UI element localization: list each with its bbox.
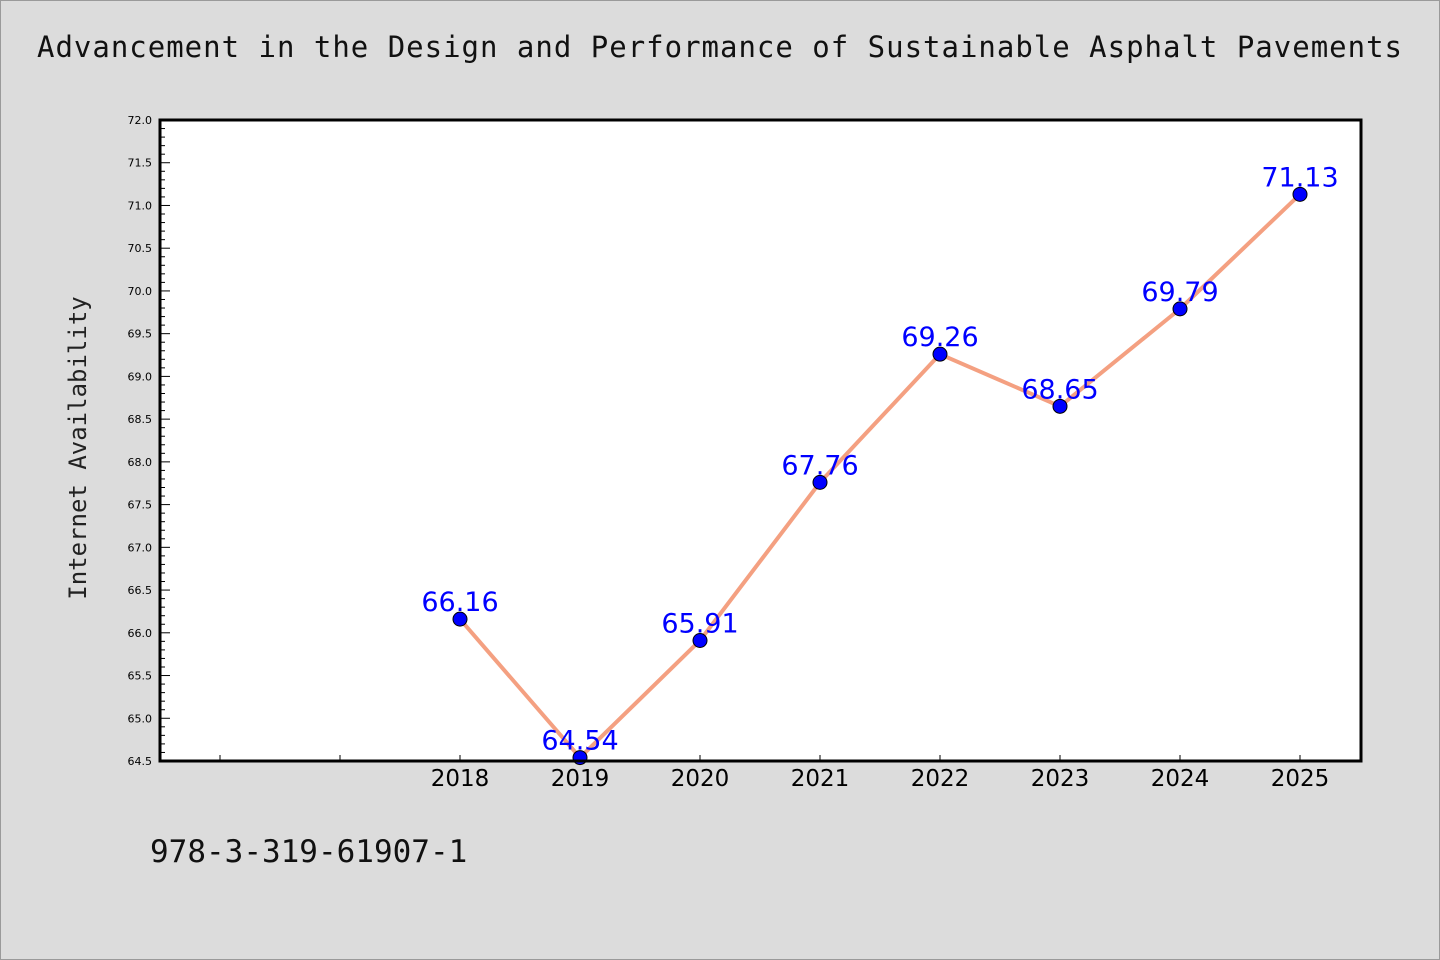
data-label: 65.91 bbox=[661, 608, 738, 639]
y-axis-label: Internet Availability bbox=[64, 296, 92, 599]
y-tick-label: 69.0 bbox=[128, 370, 153, 383]
x-tick-label: 2019 bbox=[551, 766, 610, 792]
y-tick-label: 68.5 bbox=[128, 413, 153, 426]
y-tick-label: 71.5 bbox=[128, 157, 153, 170]
series-line bbox=[458, 192, 1302, 760]
data-point bbox=[812, 474, 828, 490]
markers-group bbox=[452, 186, 1308, 766]
data-labels-group: 66.16 64.54 65.91 67.76 69.26 68.65 69.79 71.13 bbox=[421, 162, 1338, 756]
x-tick-label: 2020 bbox=[671, 766, 730, 792]
y-tick-label: 67.5 bbox=[128, 499, 153, 512]
y-tick-label: 64.5 bbox=[128, 755, 153, 768]
x-axis-ticks: 2018 2019 2020 2021 2022 2023 2024 2025 bbox=[219, 755, 1330, 792]
y-tick-label: 65.5 bbox=[128, 670, 153, 683]
x-tick-label: 2025 bbox=[1271, 766, 1330, 792]
x-tick-label: 2024 bbox=[1151, 766, 1210, 792]
plot-area bbox=[160, 120, 1361, 761]
data-label: 66.16 bbox=[421, 587, 498, 618]
plot-border bbox=[158, 118, 1363, 763]
data-point bbox=[932, 346, 948, 362]
data-label: 69.26 bbox=[901, 322, 978, 353]
y-tick-label: 66.5 bbox=[128, 584, 153, 597]
y-tick-label: 71.0 bbox=[128, 199, 153, 212]
data-point bbox=[1292, 186, 1308, 202]
y-tick-label: 70.5 bbox=[128, 242, 153, 255]
footer-isbn: 978-3-319-61907-1 bbox=[150, 834, 468, 870]
series-line-group bbox=[458, 192, 1302, 760]
data-point bbox=[692, 632, 708, 648]
y-tick-label: 69.5 bbox=[128, 328, 153, 341]
data-point bbox=[452, 611, 468, 627]
y-tick-label: 67.0 bbox=[128, 541, 153, 554]
data-label: 68.65 bbox=[1021, 374, 1098, 405]
y-tick-label: 70.0 bbox=[128, 285, 153, 298]
y-tick-label: 66.0 bbox=[128, 627, 153, 640]
data-point bbox=[1052, 398, 1068, 414]
data-label: 71.13 bbox=[1261, 162, 1338, 193]
y-axis-ticks: 64.5 65.0 65.5 66.0 66.5 67.0 67.5 68.0 68.5 69.0… bbox=[128, 114, 170, 768]
data-label: 67.76 bbox=[781, 450, 858, 481]
x-tick-label: 2021 bbox=[791, 766, 850, 792]
data-point bbox=[1172, 301, 1188, 317]
y-tick-label: 72.0 bbox=[128, 114, 153, 127]
x-tick-label: 2022 bbox=[911, 766, 970, 792]
data-label: 69.79 bbox=[1141, 277, 1218, 308]
data-label: 64.54 bbox=[541, 726, 618, 757]
x-tick-label: 2018 bbox=[431, 766, 490, 792]
y-tick-label: 68.0 bbox=[128, 456, 153, 469]
y-tick-label: 65.0 bbox=[128, 712, 153, 725]
chart-title: Advancement in the Design and Performanc… bbox=[36, 30, 1403, 64]
x-tick-label: 2023 bbox=[1031, 766, 1090, 792]
